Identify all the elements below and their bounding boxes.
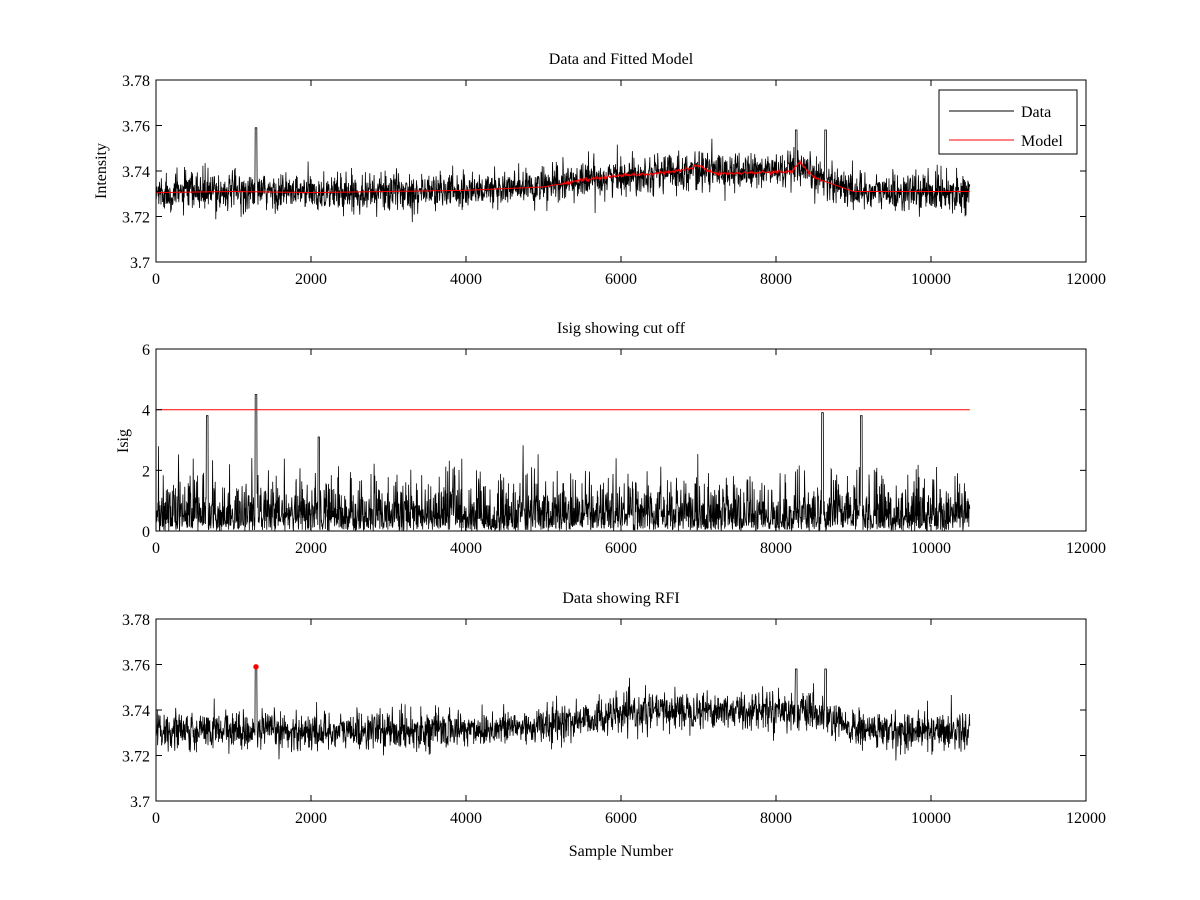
y-tick-label: 3.74 [122,703,150,720]
y-tick-label: 3.78 [122,612,150,629]
legend-label-model: Model [1021,133,1063,150]
x-tick-label: 0 [152,810,160,827]
x-tick-label: 2000 [295,540,327,557]
x-tick-label: 4000 [450,271,482,288]
panel-isig-showing-cut-off: Isig showing cut off Isig 0 2000 4000 6000 8… [115,320,1106,557]
y-tick-label: 3.7 [130,255,150,272]
x-tick-label: 10000 [911,810,951,827]
x-tick-label: 12000 [1066,810,1106,827]
x-tick-label: 8000 [760,810,792,827]
x-tick-label: 12000 [1066,540,1106,557]
legend-box [938,89,1078,155]
panel-data-and-fitted-model: Data and Fitted Model Intensity 0 2000 400… [93,51,1106,288]
series-isig [155,394,971,532]
y-tick-label: 3.72 [122,749,150,766]
y-tick-label: 2 [142,463,150,480]
plot-area [155,394,971,532]
x-tick-label: 0 [152,271,160,288]
x-tick-label: 6000 [605,540,637,557]
x-tick-label: 2000 [295,810,327,827]
series-data [155,666,971,761]
axis-ticks: 0 2000 4000 6000 8000 10000 12000 0 2 4 6 [142,342,1106,557]
panel-data-showing-rfi: Data showing RFI 0 2000 4000 6000 8000 10000 1… [122,590,1106,860]
x-tick-label: 8000 [760,540,792,557]
x-tick-label: 10000 [911,271,951,288]
y-axis-label: Intensity [93,143,110,199]
chart-title: Data showing RFI [562,590,679,607]
x-tick-label: 10000 [911,540,951,557]
y-tick-label: 3.78 [122,73,150,90]
y-tick-label: 3.72 [122,210,150,227]
x-tick-label: 0 [152,540,160,557]
x-tick-label: 4000 [450,810,482,827]
x-tick-label: 6000 [605,271,637,288]
chart-title: Isig showing cut off [557,320,686,337]
x-tick-label: 6000 [605,810,637,827]
y-axis-label: Isig [115,429,132,453]
x-axis-label: Sample Number [569,843,674,860]
chart-title: Data and Fitted Model [549,51,694,68]
y-tick-label: 4 [142,403,150,420]
x-tick-label: 12000 [1066,271,1106,288]
y-tick-label: 0 [142,524,150,541]
y-tick-label: 6 [142,342,150,359]
plot-area [155,127,971,223]
legend: Data Model [938,89,1078,155]
y-tick-label: 3.7 [130,794,150,811]
plot-area [155,664,971,761]
series-model [156,159,970,194]
series-data [155,127,971,223]
axis-ticks: 0 2000 4000 6000 8000 10000 12000 3.7 3.72 3.74 3.… [122,612,1106,827]
series-rfi-marker [253,664,259,670]
x-tick-label: 2000 [295,271,327,288]
axis-ticks: 0 2000 4000 6000 8000 10000 12000 3.7 3.72 3.74 3.… [122,73,1106,288]
y-tick-label: 3.74 [122,164,150,181]
y-tick-label: 3.76 [122,658,150,675]
x-tick-label: 8000 [760,271,792,288]
x-tick-label: 4000 [450,540,482,557]
y-tick-label: 3.76 [122,119,150,136]
legend-label-data: Data [1021,104,1051,121]
